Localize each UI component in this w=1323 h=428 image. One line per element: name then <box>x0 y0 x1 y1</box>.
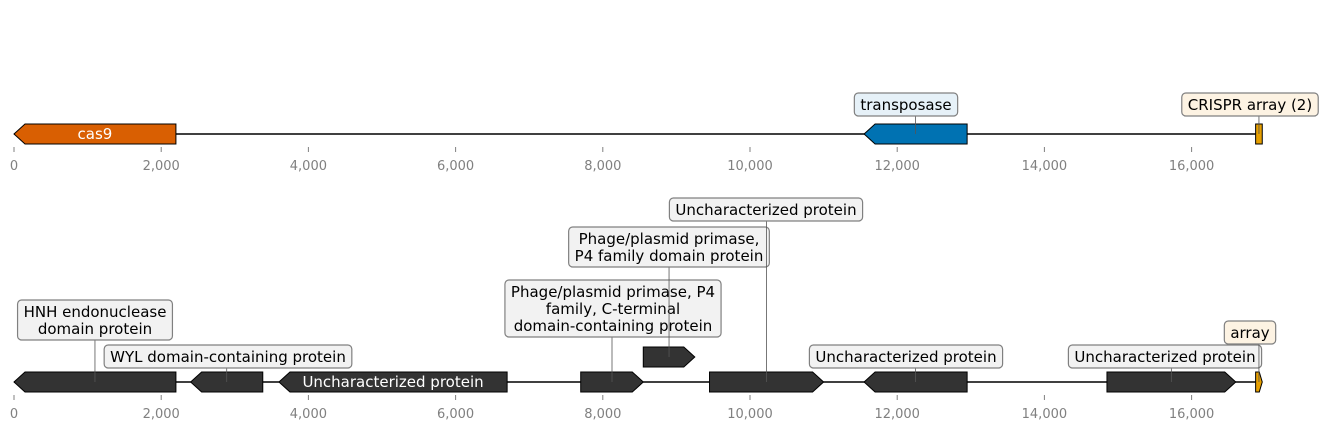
x-axis: 0 2,000 4,000 6,000 8,000 10,000 12,000 14,000 1… <box>10 395 1214 422</box>
tick-label: 14,000 <box>1022 159 1068 174</box>
uncharacterized-feature-1[interactable]: Uncharacterized protein <box>278 371 508 393</box>
label-box <box>568 226 770 268</box>
label-text: Uncharacterized protein <box>675 201 856 219</box>
tick-label: 12,000 <box>874 159 920 174</box>
primase-p4-feature[interactable]: Phage/plasmid primase,P4 family domain p… <box>568 226 770 368</box>
tick-label: 4,000 <box>290 407 327 422</box>
feature-inline-label: cas9 <box>78 125 113 143</box>
label-text: domain-containing protein <box>514 317 713 335</box>
feature-arrow[interactable] <box>278 371 508 393</box>
label-text: Phage/plasmid primase, P4 <box>511 283 715 301</box>
label-text: family, C-terminal <box>546 300 680 318</box>
tick-label: 16,000 <box>1169 407 1215 422</box>
feature-label: CRISPR array (2) <box>1181 92 1319 117</box>
tick-label: 4,000 <box>290 159 327 174</box>
label-box <box>1181 92 1319 117</box>
feature-arrow[interactable] <box>13 123 177 145</box>
tick-label: 10,000 <box>727 159 773 174</box>
label-text: HNH endonuclease <box>24 303 167 321</box>
crispr-array-feature[interactable]: CRISPR array (2) <box>1181 92 1319 145</box>
feature-label: Uncharacterized protein <box>1067 344 1263 369</box>
feature-label: Uncharacterized protein <box>808 344 1004 369</box>
feature-label: Uncharacterized protein <box>668 197 864 222</box>
label-text: WYL domain-containing protein <box>110 348 346 366</box>
label-text: transposase <box>860 96 951 114</box>
label-box <box>808 344 1004 369</box>
label-text: Uncharacterized protein <box>815 348 996 366</box>
tick-label: 12,000 <box>874 407 920 422</box>
tick-label: 2,000 <box>143 407 180 422</box>
tick-label: 16,000 <box>1169 159 1215 174</box>
feature-label: transposase <box>853 92 959 117</box>
tick-label: 8,000 <box>584 159 621 174</box>
feature-label: array <box>1223 320 1277 345</box>
wyl-domain-feature[interactable]: WYL domain-containing protein <box>103 344 353 393</box>
label-box <box>16 299 174 341</box>
label-text: P4 family domain protein <box>575 247 764 265</box>
label-box <box>1223 320 1277 345</box>
x-axis: 0 2,000 4,000 6,000 8,000 10,000 12,000 14,000 1… <box>10 147 1214 174</box>
label-box <box>504 279 722 338</box>
array-feature[interactable]: array <box>1223 320 1277 393</box>
label-box <box>103 344 353 369</box>
feature-label: WYL domain-containing protein <box>103 344 353 369</box>
tick-label: 6,000 <box>437 407 474 422</box>
tick-label: 10,000 <box>727 407 773 422</box>
track-bottom: 0 2,000 4,000 6,000 8,000 10,000 12,000 14,000 1… <box>10 197 1277 422</box>
uncharacterized-feature-4[interactable]: Uncharacterized protein <box>1067 344 1263 393</box>
label-box <box>853 92 959 117</box>
feature-inline-label: Uncharacterized protein <box>302 373 483 391</box>
tick-label: 0 <box>10 407 18 422</box>
uncharacterized-feature-3[interactable]: Uncharacterized protein <box>808 344 1004 393</box>
uncharacterized-feature-2[interactable]: Uncharacterized protein <box>668 197 864 393</box>
label-text: Uncharacterized protein <box>1074 348 1255 366</box>
track-top: 0 2,000 4,000 6,000 8,000 10,000 12,000 14,000 1… <box>10 92 1319 174</box>
cas9-feature[interactable]: cas9 <box>13 123 177 145</box>
label-box <box>1067 344 1263 369</box>
label-text: Phage/plasmid primase, <box>579 230 760 248</box>
tick-label: 6,000 <box>437 159 474 174</box>
tick-label: 0 <box>10 159 18 174</box>
tick-label: 2,000 <box>143 159 180 174</box>
label-text: domain protein <box>38 320 152 338</box>
tick-label: 8,000 <box>584 407 621 422</box>
feature-label: Phage/plasmid primase,P4 family domain p… <box>568 226 770 268</box>
label-text: CRISPR array (2) <box>1188 96 1312 114</box>
transposase-feature[interactable]: transposase <box>853 92 968 145</box>
label-text: array <box>1230 324 1269 342</box>
tick-label: 14,000 <box>1022 407 1068 422</box>
label-box <box>668 197 864 222</box>
